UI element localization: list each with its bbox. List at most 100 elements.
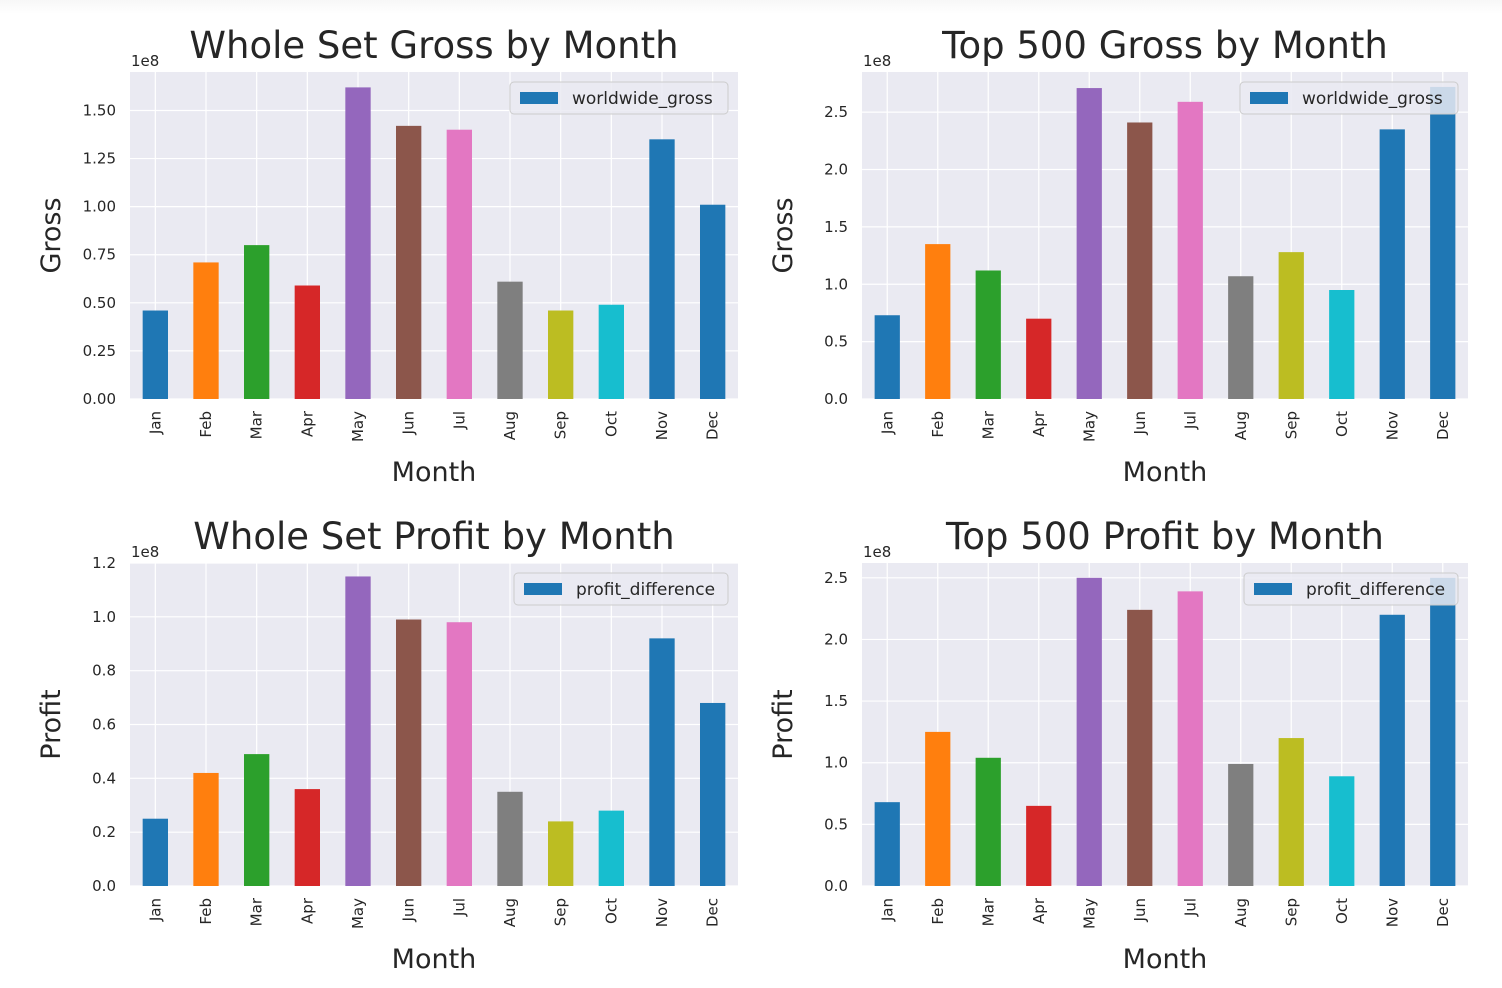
x-tick-label: Apr [298,897,316,924]
x-tick-label: May [1080,411,1098,442]
legend: profit_difference [513,572,729,606]
top500-profit-chart: 0.0 0.5 1.0 1.5 2.0 2.5 Jan Feb Mar Apr May Jun Jul A… [768,515,1468,975]
bar-may [345,576,371,886]
x-tick-label: Feb [929,411,947,438]
x-tick-label: Mar [979,897,997,926]
legend-box [1239,81,1459,115]
bar-jun [1127,122,1153,400]
x-tick-label: Sep [552,898,570,926]
x-tick-label: Jun [400,411,418,435]
y-tick-label: 0.2 [92,823,116,841]
bar-mar [244,245,270,399]
x-axis-label: Month [392,944,477,975]
top-fade-bar [0,0,1502,14]
bar-jul [446,622,472,886]
x-tick-label: Feb [197,898,215,925]
legend-label: profit_difference [1306,580,1445,600]
legend-box [1243,572,1459,606]
y-tick-label: 0.8 [92,662,116,680]
bar-aug [497,791,523,886]
y-tick-label: 1.2 [92,554,116,572]
x-tick-label: Oct [1333,411,1351,437]
x-tick-label: Aug [1232,411,1250,440]
x-tick-label: Dec [704,898,722,927]
x-tick-label: Feb [929,898,947,925]
x-tick-label: Jan [146,411,164,435]
bar-dec [1430,86,1456,400]
x-tick-label: Nov [1383,898,1401,927]
x-tick-label: Jan [878,898,896,922]
y-tick-label: 0.4 [92,769,116,787]
bar-jan [874,315,900,399]
x-tick-label: May [1080,898,1098,929]
y-tick-label: 1.5 [824,692,848,710]
y-axis-label: Gross [36,197,67,273]
y-tick-label: 0.50 [83,294,116,312]
bar-oct [598,304,624,399]
legend: worldwide_gross [1239,81,1459,115]
axis-multiplier: 1e8 [863,543,891,561]
x-tick-label: Jan [146,898,164,922]
x-axis-label: Month [1123,944,1208,975]
x-tick-label: Apr [1030,897,1048,924]
y-tick-label: 2.0 [824,161,848,179]
legend-swatch [1254,583,1292,595]
chart-title: Top 500 Gross by Month [941,24,1388,67]
x-tick-label: Jan [878,411,896,435]
x-tick-label: Apr [1030,410,1048,437]
bar-dec [700,204,726,399]
bar-mar [975,757,1001,886]
y-tick-label: 0.5 [824,333,848,351]
bar-oct [1329,290,1355,399]
bar-dec [700,702,726,886]
x-tick-label: Aug [1232,898,1250,927]
x-tick-label: Jul [450,898,468,917]
bar-oct [1329,776,1355,886]
bar-jul [1177,591,1203,886]
x-tick-label: Jul [1181,411,1199,430]
bar-jan [874,802,900,886]
legend: worldwide_gross [509,81,729,115]
y-tick-label: 1.5 [824,218,848,236]
whole-set-profit-chart: 0.0 0.2 0.4 0.6 0.8 1.0 1.2 Jan Feb Mar Apr May Jun J… [36,515,738,975]
bar-nov [649,139,675,399]
y-axis-label: Profit [36,689,67,759]
x-axis-label: Month [1123,457,1208,488]
x-tick-label: May [349,411,367,442]
x-tick-label: Jun [1131,411,1149,435]
chart-title: Whole Set Gross by Month [189,24,678,67]
bar-apr [294,285,320,399]
bar-jul [446,129,472,400]
x-tick-label: Dec [704,411,722,440]
x-tick-label: Jul [1181,898,1199,917]
bar-jul [1177,101,1203,400]
plot-area [862,72,1468,399]
bar-apr [1026,805,1052,886]
x-tick-label: Jul [450,411,468,430]
bar-jan [142,310,168,399]
y-tick-label: 0.6 [92,716,116,734]
x-axis-label: Month [392,457,477,488]
legend-label: profit_difference [576,580,715,600]
axis-multiplier: 1e8 [131,543,159,561]
x-tick-label: Sep [1282,411,1300,439]
legend-swatch [1250,92,1288,104]
x-tick-label: Apr [298,410,316,437]
y-tick-label: 0.75 [83,246,116,264]
bar-sep [548,821,574,886]
chart-title: Whole Set Profit by Month [193,515,674,558]
legend-swatch [520,92,558,104]
bar-feb [193,262,219,399]
bar-feb [925,244,951,399]
bar-nov [649,638,675,886]
x-tick-label: Nov [1383,411,1401,440]
y-tick-label: 0.0 [824,877,848,895]
chart-title: Top 500 Profit by Month [945,515,1384,558]
bar-sep [548,310,574,399]
legend-label: worldwide_gross [572,89,713,109]
legend-swatch [524,583,562,595]
bar-may [1076,577,1102,886]
y-axis-label: Profit [768,689,799,759]
bar-jun [1127,609,1153,886]
bar-aug [1228,276,1254,399]
